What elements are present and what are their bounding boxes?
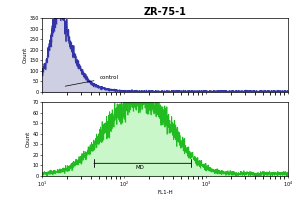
Y-axis label: Count: Count [23, 47, 28, 63]
Y-axis label: Count: Count [26, 131, 31, 147]
Title: ZR-75-1: ZR-75-1 [144, 7, 186, 17]
Text: control: control [65, 75, 118, 86]
X-axis label: FL1-H: FL1-H [157, 190, 173, 195]
Text: MD: MD [136, 165, 145, 170]
